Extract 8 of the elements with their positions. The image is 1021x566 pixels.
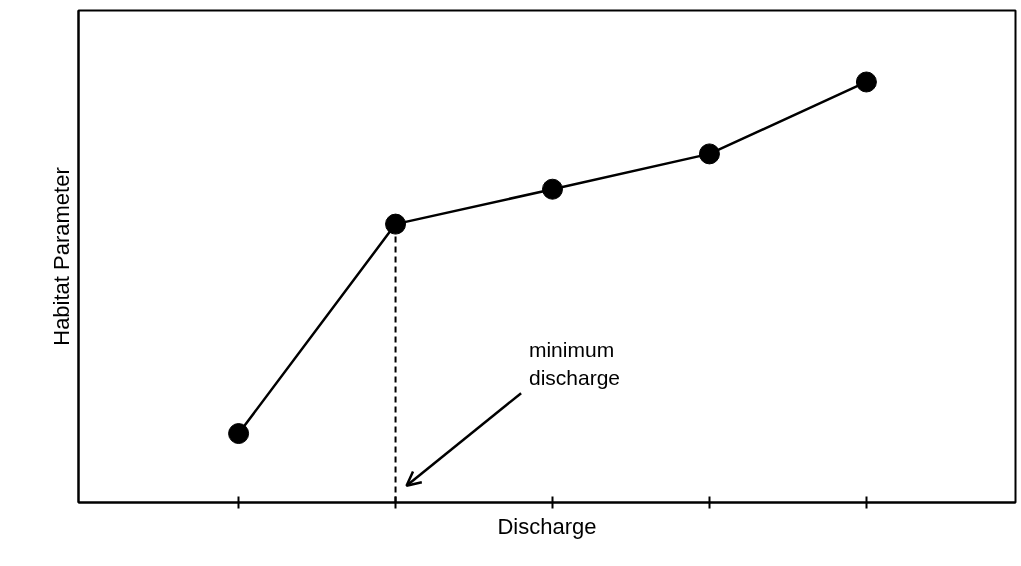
- annotation: minimum discharge: [528, 338, 621, 390]
- point: [698, 143, 720, 165]
- point: [228, 423, 250, 445]
- y-axis-title: Habitat Parameter: [48, 167, 74, 346]
- point: [385, 213, 407, 235]
- x-axis-title: Discharge: [497, 513, 597, 539]
- point: [855, 71, 877, 93]
- point: [541, 178, 563, 200]
